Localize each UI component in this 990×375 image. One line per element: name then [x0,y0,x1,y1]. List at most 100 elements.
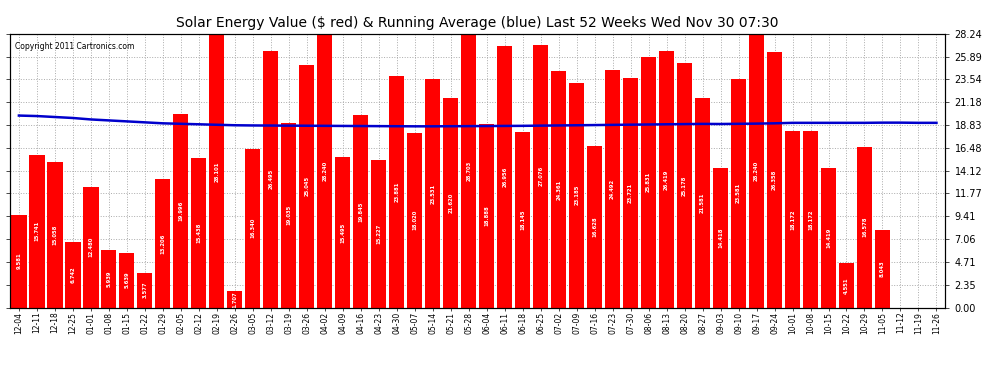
Text: 4.551: 4.551 [844,277,849,294]
Bar [191,158,207,308]
Bar [444,98,458,308]
Bar [209,35,225,308]
Text: 23.185: 23.185 [574,185,579,206]
Text: 23.721: 23.721 [628,182,633,203]
Bar [389,76,404,308]
Bar [641,57,656,308]
Bar [317,34,333,308]
Text: 19.996: 19.996 [178,200,183,221]
Bar [173,114,188,308]
Text: 15.058: 15.058 [52,224,57,245]
Bar [101,250,117,308]
Text: 23.581: 23.581 [736,183,742,203]
Bar [299,65,315,308]
Text: 18.172: 18.172 [790,209,795,230]
Text: 19.035: 19.035 [286,205,291,225]
Bar [11,214,27,308]
Text: 18.172: 18.172 [808,209,813,230]
Text: 15.495: 15.495 [341,222,346,243]
Bar [659,51,674,308]
Text: 12.480: 12.480 [88,237,93,257]
Text: 15.741: 15.741 [35,221,40,242]
Bar [407,133,423,308]
Text: 16.340: 16.340 [250,218,255,238]
Text: 15.227: 15.227 [376,224,381,244]
Text: 28.240: 28.240 [323,160,328,181]
Text: 24.492: 24.492 [610,179,615,199]
Bar [263,51,278,308]
Bar [677,63,692,308]
Text: 19.845: 19.845 [358,201,363,222]
Text: 3.577: 3.577 [143,282,148,298]
Bar [623,78,639,308]
Text: 23.881: 23.881 [394,182,399,202]
Bar [856,147,872,308]
Bar [731,79,746,308]
Text: Copyright 2011 Cartronics.com: Copyright 2011 Cartronics.com [15,42,134,51]
Text: 21.581: 21.581 [700,193,705,213]
Text: 28.240: 28.240 [754,160,759,181]
Text: 5.939: 5.939 [106,270,111,287]
Bar [713,168,729,308]
Text: 18.888: 18.888 [484,206,489,226]
Text: 26.495: 26.495 [268,169,273,189]
Bar [461,34,476,308]
Text: 9.581: 9.581 [17,253,22,269]
Text: 8.043: 8.043 [880,260,885,277]
Bar [30,155,45,308]
Text: 16.578: 16.578 [862,217,867,237]
Bar [281,123,296,308]
Text: 14.419: 14.419 [826,227,831,248]
Bar [767,52,782,308]
Text: 25.178: 25.178 [682,175,687,196]
Bar [587,146,602,308]
Bar [533,45,548,308]
Text: 16.628: 16.628 [592,217,597,237]
Text: 26.956: 26.956 [502,166,507,187]
Text: 14.418: 14.418 [718,227,723,248]
Bar [65,242,80,308]
Text: 21.620: 21.620 [448,192,453,213]
Text: 18.020: 18.020 [412,210,417,230]
Bar [821,168,837,308]
Text: 1.707: 1.707 [233,291,238,308]
Bar [605,70,621,308]
Bar [748,34,764,308]
Bar [138,273,152,308]
Bar [371,160,386,308]
Bar [83,186,99,308]
Text: 28.703: 28.703 [466,160,471,181]
Bar [479,124,494,308]
Bar [875,230,890,308]
Text: 26.358: 26.358 [772,170,777,190]
Bar [803,131,818,308]
Bar [695,98,710,308]
Text: 25.045: 25.045 [304,176,309,196]
Bar [155,180,170,308]
Bar [839,263,854,308]
Bar [785,131,800,308]
Text: 5.639: 5.639 [125,272,130,288]
Text: 26.419: 26.419 [664,169,669,190]
Text: 24.361: 24.361 [556,179,561,200]
Bar [119,253,135,308]
Text: 6.742: 6.742 [70,267,75,283]
Text: 25.831: 25.831 [646,172,651,192]
Bar [497,46,512,308]
Text: 18.145: 18.145 [520,209,525,230]
Bar [353,115,368,308]
Bar [335,157,350,308]
Text: 15.438: 15.438 [196,222,201,243]
Text: 13.206: 13.206 [160,233,165,254]
Bar [515,132,531,308]
Bar [569,83,584,308]
Bar [246,149,260,308]
Bar [227,291,243,308]
Bar [425,80,441,308]
Bar [551,71,566,308]
Text: 27.076: 27.076 [539,166,544,186]
Text: 23.531: 23.531 [431,183,436,204]
Bar [48,162,62,308]
Title: Solar Energy Value ($ red) & Running Average (blue) Last 52 Weeks Wed Nov 30 07:: Solar Energy Value ($ red) & Running Ave… [176,16,779,30]
Text: 28.101: 28.101 [214,161,220,182]
